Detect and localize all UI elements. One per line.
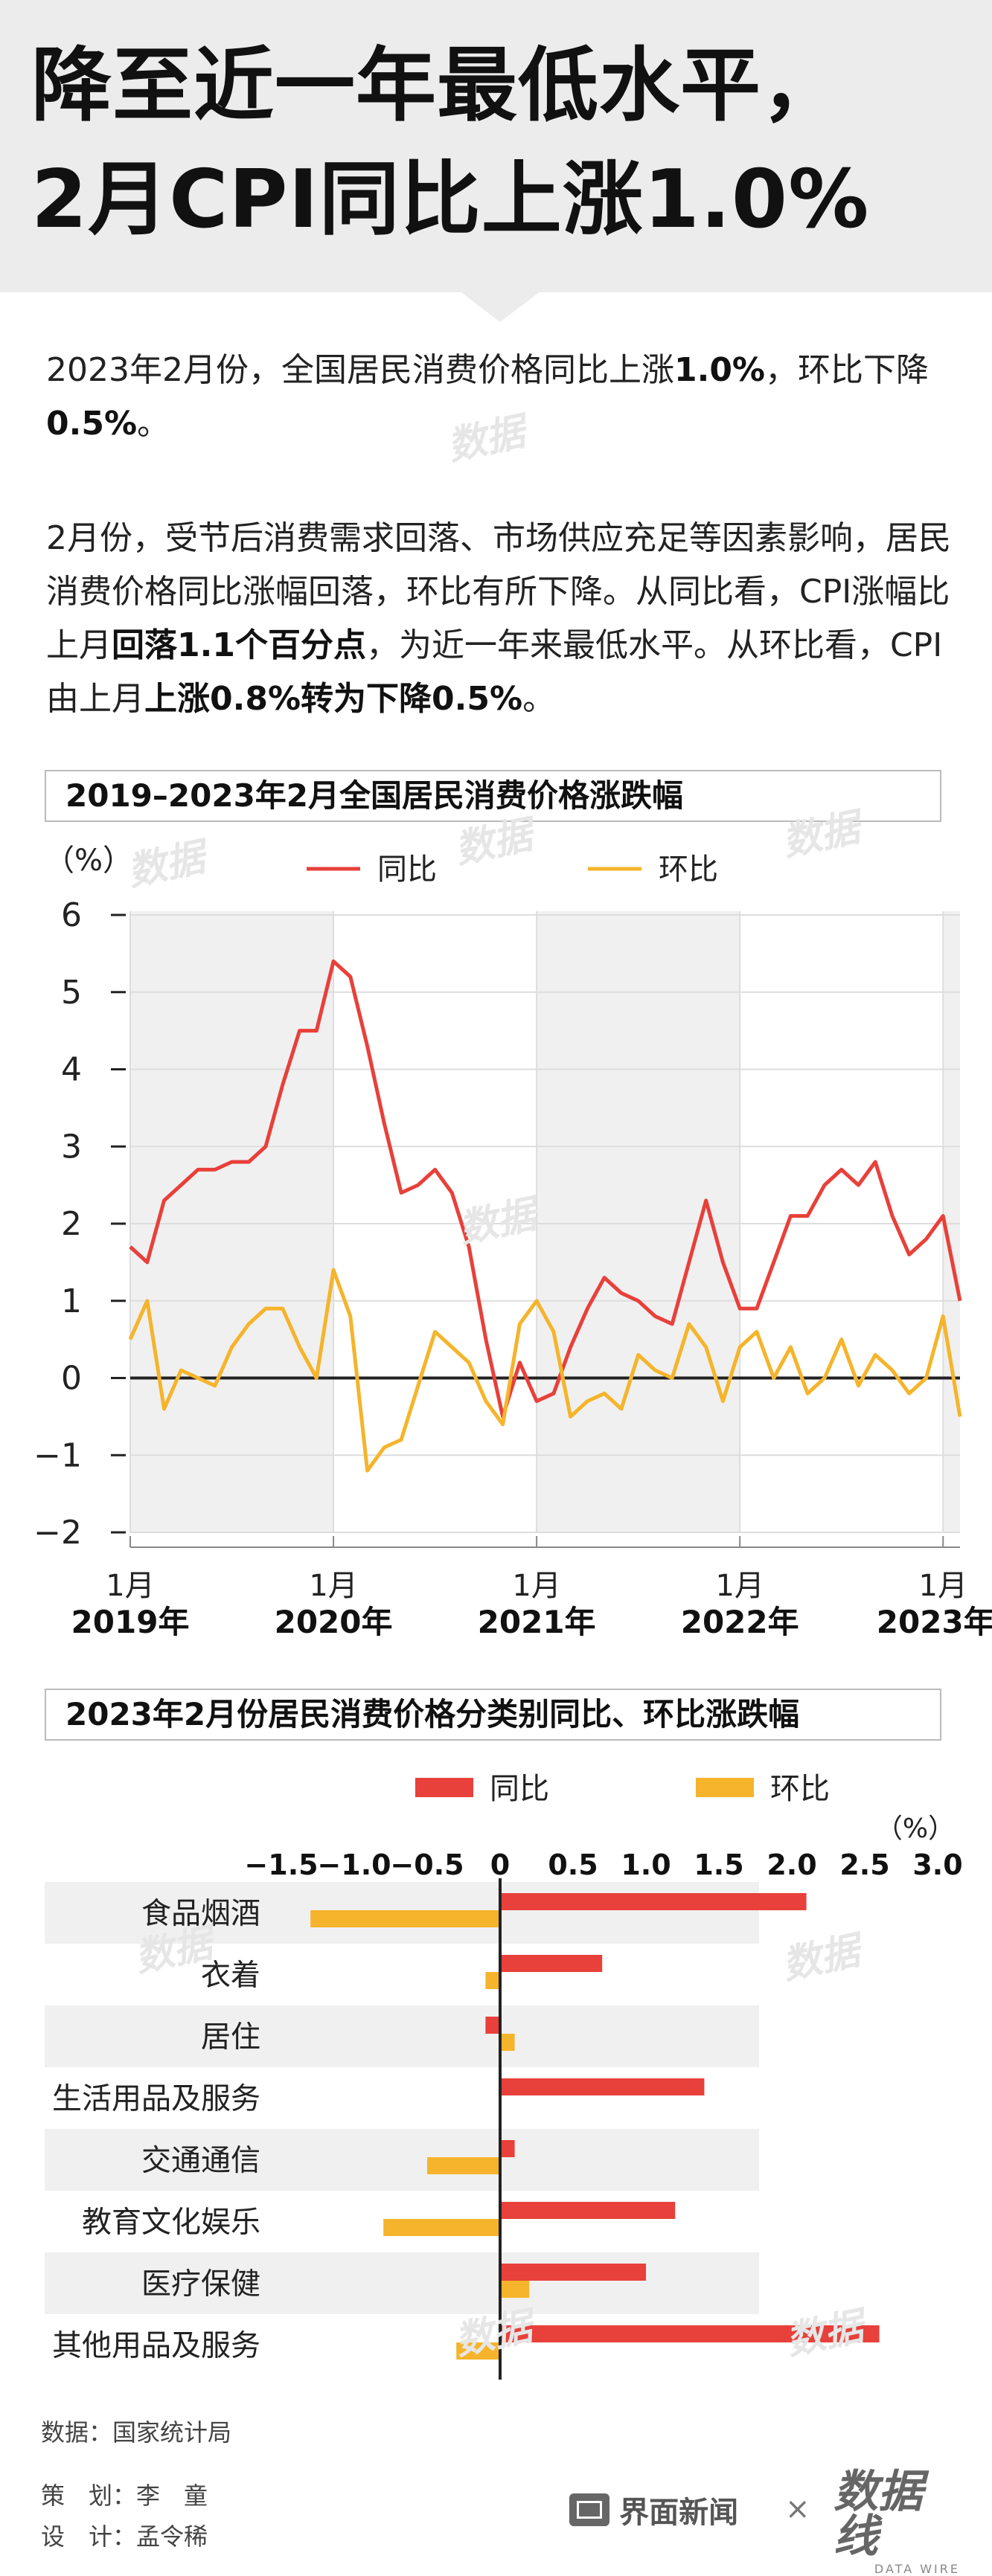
credit-designer: 设 计：孟令稀 [41, 2522, 208, 2551]
x-tick-label: 1.5 [694, 1849, 743, 1881]
bar-yoy [500, 2140, 515, 2157]
page-title-line1: 降至近一年最低水平， [31, 39, 843, 132]
x-tick-label: 1月 [919, 1569, 967, 1603]
x-tick-label: −1.0 [317, 1849, 391, 1881]
legend-label: 环比 [770, 1772, 830, 1806]
bar-yoy [500, 2325, 880, 2342]
datawire-logo-sub: DATA WIRE [874, 2562, 960, 2576]
category-label: 生活用品及服务 [52, 2082, 260, 2116]
y-tick-label: 4 [61, 1051, 82, 1089]
legend-label: 环比 [659, 852, 718, 887]
x-tick-label: 1.0 [621, 1849, 671, 1881]
x-tick-label: 1月 [715, 1569, 764, 1603]
y-tick-label: 6 [61, 896, 82, 934]
y-axis-unit: （%） [45, 844, 132, 878]
x-tick-label: 3.0 [912, 1849, 962, 1881]
datawire-logo-text: 数据线 [833, 2466, 923, 2563]
y-tick-label: 3 [61, 1128, 82, 1166]
x-tick-label: 1月 [512, 1569, 560, 1603]
x-tick-label: 2.0 [767, 1849, 816, 1881]
row-band [45, 2252, 759, 2314]
bar-mom [383, 2219, 500, 2236]
data-source: 数据：国家统计局 [41, 2418, 232, 2447]
bar-mom [500, 2034, 515, 2051]
legend-swatch [415, 1778, 473, 1797]
category-label: 其他用品及服务 [52, 2329, 260, 2363]
x-tick-label: 0.5 [548, 1849, 598, 1881]
legend-label: 同比 [377, 852, 437, 887]
y-tick-label: 2 [61, 1205, 82, 1243]
bar-mom [485, 1972, 500, 1989]
legend-swatch [696, 1778, 754, 1797]
x-tick-label: 1月 [106, 1569, 154, 1603]
bar-yoy [500, 2264, 646, 2281]
y-tick-label: −2 [33, 1514, 82, 1552]
year-label: 2020年 [275, 1604, 393, 1640]
legend-label: 同比 [490, 1772, 549, 1806]
bar-yoy [500, 1893, 807, 1910]
year-label: 2021年 [478, 1604, 596, 1640]
row-band [45, 2129, 759, 2191]
category-label: 居住 [201, 2020, 260, 2055]
x-tick-label: 1月 [309, 1569, 357, 1603]
category-label: 医疗保健 [141, 2267, 260, 2302]
intro-paragraph-2: 2月份，受节后消费需求回落、市场供应充足等因素影响，居民消费价格同比涨幅回落，环… [46, 519, 951, 718]
header-banner [0, 0, 992, 292]
brand-logo-jiemian: 界面新闻 [569, 2488, 738, 2531]
year-label: 2022年 [681, 1604, 799, 1640]
brand-name: 界面新闻 [619, 2496, 739, 2530]
x-axis-unit: （%） [876, 1814, 955, 1844]
brand-times: × [785, 2492, 810, 2526]
x-tick-label: 0 [490, 1849, 510, 1881]
y-tick-label: 1 [61, 1282, 82, 1320]
series-line-yoy [129, 959, 962, 1419]
brand-logo-datawire: 数据线 DATA WIRE [833, 2470, 960, 2576]
x-tick-label: 2.5 [839, 1849, 889, 1881]
header-notch [459, 291, 541, 322]
year-band [130, 911, 334, 1532]
bar-mom [500, 2281, 530, 2298]
bar-yoy [500, 1955, 603, 1972]
category-label: 衣着 [201, 1959, 260, 1993]
bar-mom [427, 2157, 500, 2174]
page-title-line2: 2月CPI同比上涨1.0% [31, 153, 870, 246]
bar-mom [456, 2342, 500, 2360]
category-label: 食品烟酒 [141, 1897, 260, 1931]
intro-paragraph-1: 2023年2月份，全国居民消费价格同比上涨1.0%，环比下降0.5%。 [46, 351, 929, 443]
y-tick-label: 0 [61, 1360, 82, 1398]
year-band [537, 911, 740, 1532]
year-label: 2019年 [71, 1604, 190, 1640]
bar-yoy [500, 2202, 676, 2219]
row-band [45, 2005, 759, 2067]
jiemian-logo-icon [569, 2493, 609, 2526]
category-label: 教育文化娱乐 [82, 2206, 260, 2240]
x-tick-label: −0.5 [390, 1849, 464, 1881]
series-line-mom [128, 1268, 962, 1473]
credit-planner: 策 划：李 童 [41, 2482, 208, 2510]
y-tick-label: 5 [61, 974, 82, 1012]
bar-chart: 同比 环比 （%） −1.5−1.0−0.5 0 0.5 1.0 1.5 2.0 2.5 3.0 食品… [45, 1772, 963, 2380]
y-tick-label: −1 [33, 1436, 82, 1474]
line-chart-title: 2019–2023年2月全国居民消费价格涨跌幅 [45, 770, 941, 822]
bar-yoy [485, 2017, 500, 2034]
bar-yoy [500, 2078, 705, 2095]
x-tick-label: −1.5 [244, 1849, 318, 1881]
bar-chart-title: 2023年2月份居民消费价格分类别同比、环比涨跌幅 [45, 1689, 941, 1741]
bar-mom [310, 1910, 500, 1927]
year-label: 2023年 [877, 1604, 992, 1640]
category-label: 交通通信 [141, 2144, 260, 2178]
